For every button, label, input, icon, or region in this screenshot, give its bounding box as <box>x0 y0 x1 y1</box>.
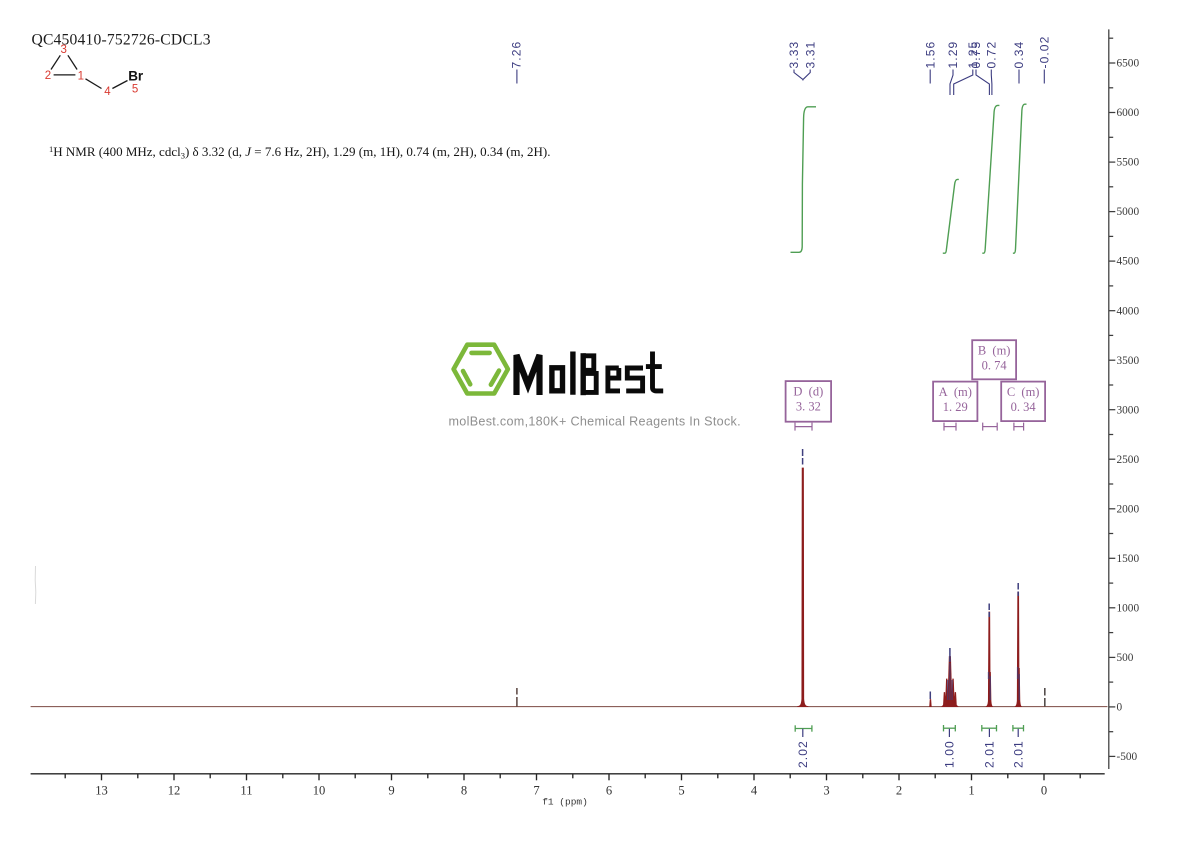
svg-text:2.01: 2.01 <box>1011 740 1025 768</box>
svg-text:1. 29: 1. 29 <box>943 400 968 414</box>
svg-text:5: 5 <box>678 784 684 798</box>
svg-text:1000: 1000 <box>1117 602 1140 614</box>
svg-text:9: 9 <box>388 784 394 798</box>
svg-text:10: 10 <box>313 784 326 798</box>
svg-text:4000: 4000 <box>1117 305 1140 317</box>
svg-text:3: 3 <box>60 44 66 56</box>
svg-text:molBest.com,180K+ Chemical Rea: molBest.com,180K+ Chemical Reagents In S… <box>449 415 741 429</box>
svg-text:0: 0 <box>1117 702 1123 714</box>
svg-text:2: 2 <box>45 70 51 82</box>
svg-text:7.26: 7.26 <box>510 41 524 69</box>
svg-text:C (m): C (m) <box>1007 385 1040 399</box>
svg-text:1.56: 1.56 <box>923 41 937 69</box>
svg-text:13: 13 <box>95 784 108 798</box>
svg-text:3000: 3000 <box>1117 404 1140 416</box>
svg-text:-0.02: -0.02 <box>1038 36 1052 69</box>
svg-text:4: 4 <box>104 86 111 98</box>
svg-text:5: 5 <box>132 83 138 95</box>
svg-text:QC450410-752726-CDCL3: QC450410-752726-CDCL3 <box>32 32 211 49</box>
svg-text:B (m): B (m) <box>978 344 1011 358</box>
svg-text:6: 6 <box>606 784 612 798</box>
svg-text:4500: 4500 <box>1117 256 1140 268</box>
svg-text:0: 0 <box>1041 784 1047 798</box>
svg-text:2.02: 2.02 <box>796 740 810 768</box>
svg-text:0. 74: 0. 74 <box>982 359 1008 373</box>
svg-text:3500: 3500 <box>1117 355 1140 367</box>
svg-text:7: 7 <box>533 784 539 798</box>
svg-text:1: 1 <box>78 71 84 83</box>
svg-text:12: 12 <box>168 784 181 798</box>
svg-text:3.31: 3.31 <box>803 41 817 69</box>
svg-text:f1 (ppm): f1 (ppm) <box>542 797 588 808</box>
svg-text:2500: 2500 <box>1117 454 1140 466</box>
svg-text:6000: 6000 <box>1117 107 1140 119</box>
svg-text:0.72: 0.72 <box>985 41 999 69</box>
svg-text:1500: 1500 <box>1117 553 1140 565</box>
svg-text:3: 3 <box>823 784 829 798</box>
svg-text:0. 34: 0. 34 <box>1011 400 1037 414</box>
svg-text:Br: Br <box>128 68 144 83</box>
svg-text:1.00: 1.00 <box>943 740 957 768</box>
svg-text:D (d): D (d) <box>793 385 823 399</box>
svg-text:A (m): A (m) <box>939 385 972 399</box>
svg-text:0.34: 0.34 <box>1012 41 1026 69</box>
svg-text:5000: 5000 <box>1117 206 1140 218</box>
svg-text:2.01: 2.01 <box>983 740 997 768</box>
svg-text:1H NMR (400 MHz, cdcl3) δ 3.32: 1H NMR (400 MHz, cdcl3) δ 3.32 (d, J = 7… <box>49 144 550 161</box>
svg-text:4: 4 <box>751 784 758 798</box>
svg-text:3. 32: 3. 32 <box>796 400 821 414</box>
svg-text:1.25: 1.25 <box>966 41 980 69</box>
svg-text:-500: -500 <box>1117 751 1138 763</box>
svg-text:6500: 6500 <box>1117 58 1140 70</box>
svg-text:11: 11 <box>240 784 252 798</box>
svg-text:2: 2 <box>896 784 902 798</box>
svg-text:8: 8 <box>461 784 467 798</box>
svg-text:3.33: 3.33 <box>787 41 801 69</box>
svg-text:500: 500 <box>1117 652 1134 664</box>
svg-text:1.29: 1.29 <box>946 41 960 69</box>
svg-text:2000: 2000 <box>1117 503 1140 515</box>
svg-text:1: 1 <box>968 784 974 798</box>
svg-text:0.75: 0.75 <box>969 41 983 69</box>
svg-text:5500: 5500 <box>1117 157 1140 169</box>
